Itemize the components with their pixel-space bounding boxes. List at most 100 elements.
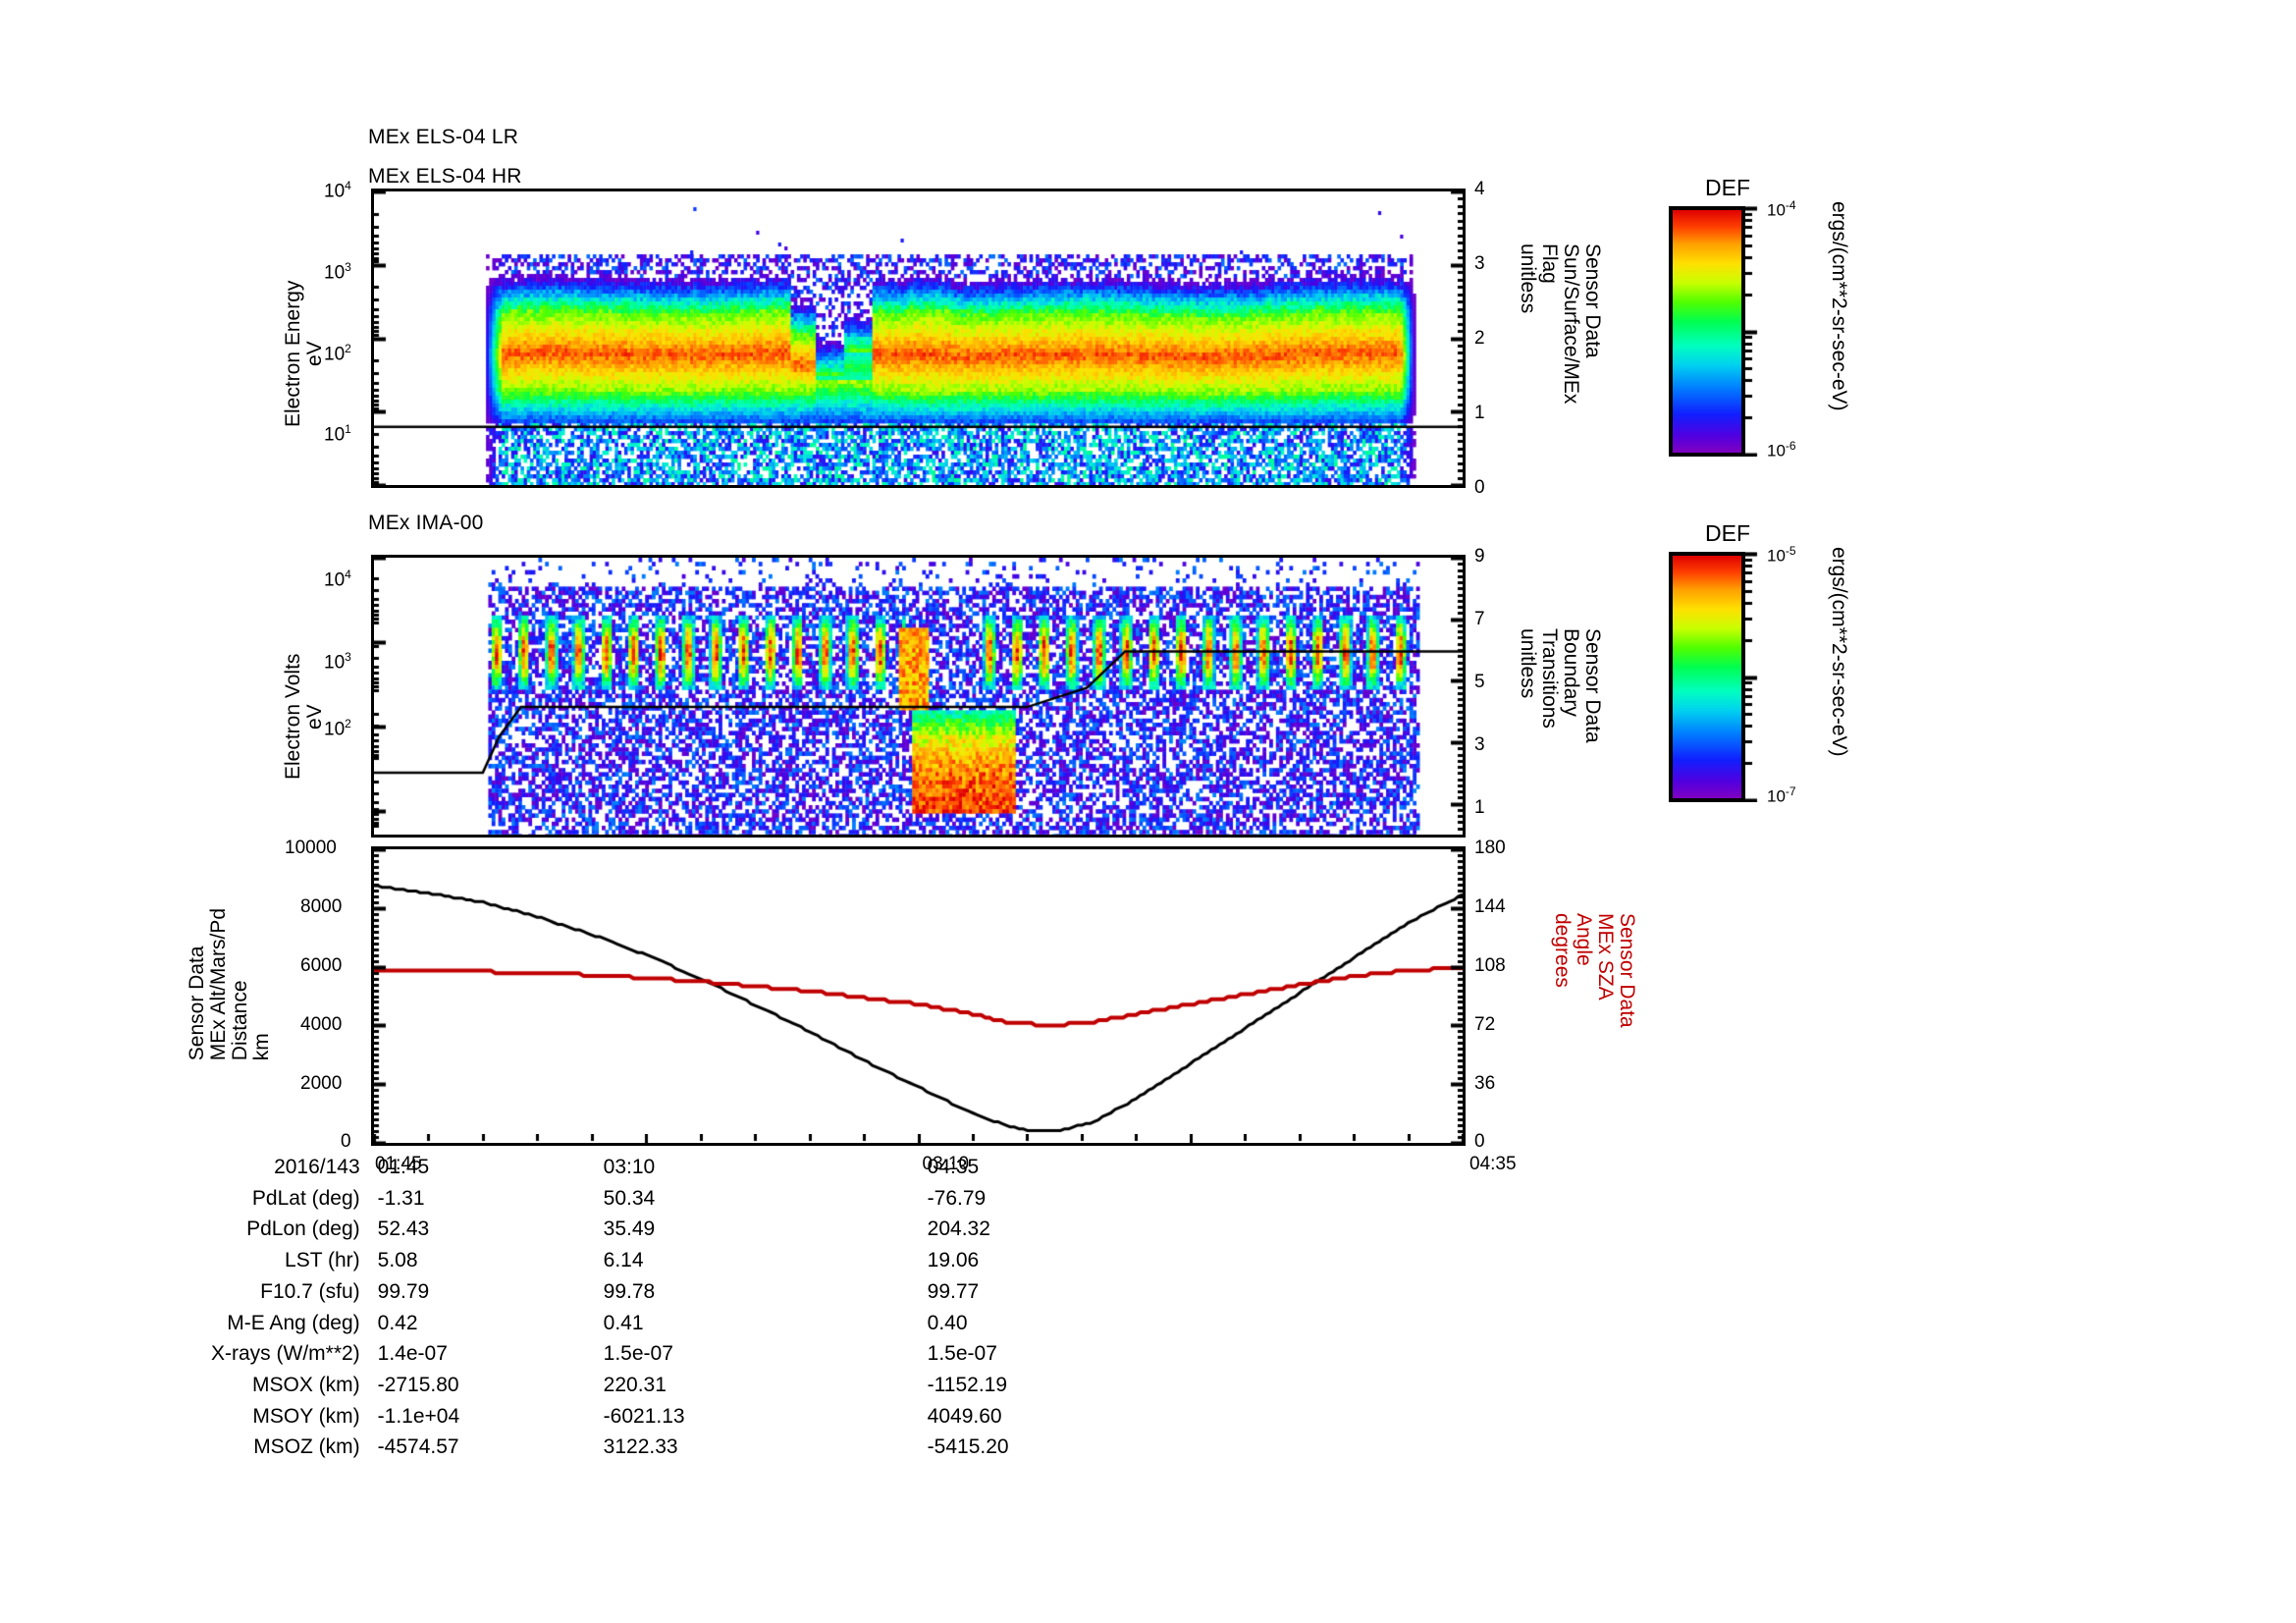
metadata-value-1: 0.42 (377, 1311, 418, 1334)
panel1-ytick-100: 102 (324, 342, 351, 365)
panel2-rtick-7: 7 (1474, 609, 1485, 629)
panel3-ytick-4000: 4000 (300, 1014, 343, 1035)
panel1-left-axis-title: Electron Energy eV (282, 250, 327, 457)
metadata-label: M-E Ang (deg) (227, 1311, 360, 1334)
panel1-title-hr: MEx ELS-04 HR (368, 165, 522, 188)
metadata-value-2: 03:10 (603, 1156, 656, 1178)
panel3-right-ticks (1450, 846, 1466, 1146)
colorbar1 (1669, 206, 1745, 457)
colorbar2-bottom-label: 10-7 (1767, 784, 1796, 806)
panel1-left-ticks (371, 189, 387, 488)
panel1-left-axis-line1: Electron Energy (282, 280, 304, 427)
metadata-label: PdLon (deg) (246, 1217, 360, 1241)
panel2-spectrogram (374, 558, 1463, 835)
metadata-value-2: 50.34 (603, 1186, 656, 1210)
metadata-value-3: 99.77 (927, 1279, 980, 1303)
panel2-rtick-3: 3 (1474, 734, 1485, 755)
metadata-value-1: -2715.80 (377, 1374, 459, 1397)
panel2-right-ticks (1450, 555, 1466, 838)
panel1-ytick-10000: 104 (324, 179, 351, 202)
colorbar1-bottom-label: 10-6 (1767, 439, 1796, 460)
panel3-rtick-108: 108 (1474, 955, 1506, 976)
metadata-value-3: 4049.60 (927, 1404, 1002, 1428)
panel2-rtick-5: 5 (1474, 672, 1485, 692)
metadata-row: X-rays (W/m**2) 1.4e-07 1.5e-07 1.5e-07 (211, 1340, 1009, 1372)
metadata-row: 2016/143 01:45 03:10 04:35 (211, 1154, 1009, 1185)
colorbar2-ticks (1745, 552, 1759, 802)
metadata-value-1: 5.08 (377, 1249, 418, 1272)
metadata-row: MSOZ (km) -4574.57 3122.33 -5415.20 (211, 1434, 1008, 1465)
colorbar2 (1669, 552, 1745, 802)
colorbar2-top-label: 10-5 (1767, 544, 1796, 566)
metadata-label: PdLat (deg) (251, 1186, 360, 1210)
time-axis-label: 01:45 (375, 1154, 422, 1174)
panel2-ytick-10000: 104 (324, 568, 351, 591)
metadata-row: LST (hr) 5.08 6.14 19.06 (211, 1247, 1009, 1278)
metadata-value-2: 1.5e-07 (603, 1342, 673, 1366)
panel3-ytick-10000: 10000 (285, 838, 337, 858)
metadata-value-3: 1.5e-07 (927, 1342, 997, 1366)
colorbar1-units: ergs/(cm**2-sr-sec-eV) (1828, 201, 1851, 411)
panel3-right-axis-title: Sensor Data MEx SZA Angle degrees (1551, 913, 1638, 1028)
panel2-right-axis-line3: Transitions (1538, 628, 1562, 729)
metadata-value-2: 6.14 (603, 1249, 644, 1272)
metadata-label: LST (hr) (285, 1249, 360, 1272)
panel1-plot-frame[interactable] (371, 189, 1466, 488)
metadata-value-3: 04:35 (927, 1156, 980, 1178)
metadata-value-1: 1.4e-07 (377, 1342, 448, 1366)
panel3-ytick-0: 0 (341, 1131, 351, 1152)
panel1-right-axis-line2: Sun/Surface/MEx (1560, 243, 1583, 405)
panel3-left-axis-line1: Sensor Data (186, 946, 208, 1061)
colorbar2-gradient (1673, 556, 1741, 798)
metadata-value-1: -1.1e+04 (377, 1404, 460, 1428)
panel2-left-ticks (371, 555, 387, 838)
panel1-ytick-10: 101 (324, 422, 351, 446)
panel2-title: MEx IMA-00 (368, 512, 484, 534)
metadata-label: MSOY (km) (252, 1404, 360, 1428)
colorbar1-ticks (1745, 206, 1759, 457)
panel1-spectrogram (374, 191, 1463, 485)
metadata-row: PdLat (deg) -1.31 50.34 -76.79 (211, 1185, 1009, 1217)
panel3-left-axis-title: Sensor Data MEx Alt/Mars/Pd Distance km (186, 908, 273, 1061)
metadata-value-2: 0.41 (603, 1311, 644, 1334)
metadata-row: PdLon (deg) 52.43 35.49 204.32 (211, 1216, 1009, 1247)
panel3-rtick-144: 144 (1474, 896, 1506, 917)
metadata-table: 2016/143 01:45 03:10 04:35 PdLat (deg) -1.31 5… (211, 1154, 1009, 1465)
panel3-rtick-72: 72 (1474, 1014, 1496, 1035)
metadata-value-2: 35.49 (603, 1217, 656, 1241)
panel3-left-ticks (371, 846, 387, 1146)
panel2-ytick-1000: 103 (324, 650, 351, 674)
panel2-rtick-1: 1 (1474, 797, 1485, 818)
metadata-value-3: -76.79 (927, 1186, 987, 1210)
metadata-row: F10.7 (sfu) 99.79 99.78 99.77 (211, 1278, 1009, 1310)
panel2-right-axis-line1: Sensor Data (1581, 628, 1605, 743)
panel3-plot-frame[interactable] (371, 846, 1466, 1146)
panel2-left-axis-line1: Electron Volts (282, 653, 304, 781)
metadata-value-2: 220.31 (603, 1374, 667, 1397)
panel2-rtick-9: 9 (1474, 546, 1485, 567)
panel1-rtick-2: 2 (1474, 328, 1485, 349)
panel1-right-ticks (1450, 189, 1466, 488)
panel3-right-axis-line2: MEx SZA (1594, 913, 1618, 1001)
colorbar1-gradient (1673, 210, 1741, 453)
panel2-right-axis-line4: unitless (1517, 628, 1540, 699)
metadata-value-1: -1.31 (377, 1186, 425, 1210)
panel3-ytick-6000: 6000 (300, 955, 343, 976)
panel2-plot-frame[interactable] (371, 555, 1466, 838)
metadata-value-2: -6021.13 (603, 1404, 685, 1428)
time-axis-label: 03:10 (922, 1154, 970, 1174)
panel3-right-axis-line4: degrees (1551, 913, 1575, 988)
metadata-value-3: 0.40 (927, 1311, 968, 1334)
panel1-left-axis-line2: eV (303, 341, 327, 366)
panel3-rtick-36: 36 (1474, 1073, 1496, 1094)
panel2-right-axis-line2: Boundary (1560, 628, 1583, 717)
panel1-right-axis-line4: unitless (1517, 243, 1540, 314)
panel3-ytick-8000: 8000 (300, 896, 343, 917)
metadata-row: M-E Ang (deg) 0.42 0.41 0.40 (211, 1310, 1009, 1341)
metadata-value-2: 99.78 (603, 1279, 656, 1303)
metadata-value-3: 204.32 (927, 1217, 990, 1241)
panel2-right-axis-title: Sensor Data Boundary Transitions unitles… (1517, 628, 1605, 743)
panel2-left-axis-title: Electron Volts eV (282, 619, 326, 815)
metadata-rows: 2016/143 01:45 03:10 04:35 PdLat (deg) -1.31 5… (211, 1154, 1009, 1465)
metadata-row: MSOX (km) -2715.80 220.31 -1152.19 (211, 1372, 1009, 1403)
